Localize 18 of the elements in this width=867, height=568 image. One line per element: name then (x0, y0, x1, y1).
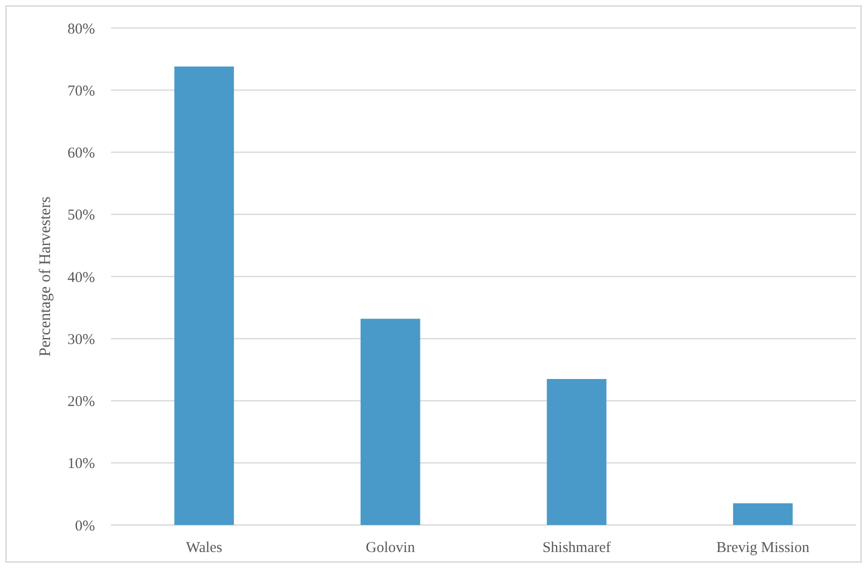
y-tick-label: 60% (68, 146, 95, 162)
x-tick-label: Golovin (366, 540, 416, 556)
y-tick-label: 0% (75, 518, 95, 534)
y-tick-label: 70% (68, 83, 95, 100)
x-tick-label: Shishmaref (542, 540, 611, 556)
y-tick-label: 20% (68, 394, 95, 410)
bar (546, 379, 606, 525)
y-tick-label: 30% (68, 332, 95, 348)
y-tick-label: 50% (68, 208, 95, 224)
y-tick-label: 10% (68, 456, 95, 472)
bar (733, 503, 793, 525)
y-tick-label: 80% (68, 21, 95, 38)
y-tick-label: 40% (68, 270, 95, 286)
x-tick-label: Brevig Mission (716, 540, 810, 556)
x-tick-label: Wales (186, 540, 222, 556)
y-axis-title: Percentage of Harvesters (37, 196, 54, 356)
bar (360, 318, 420, 525)
bar (174, 66, 234, 525)
